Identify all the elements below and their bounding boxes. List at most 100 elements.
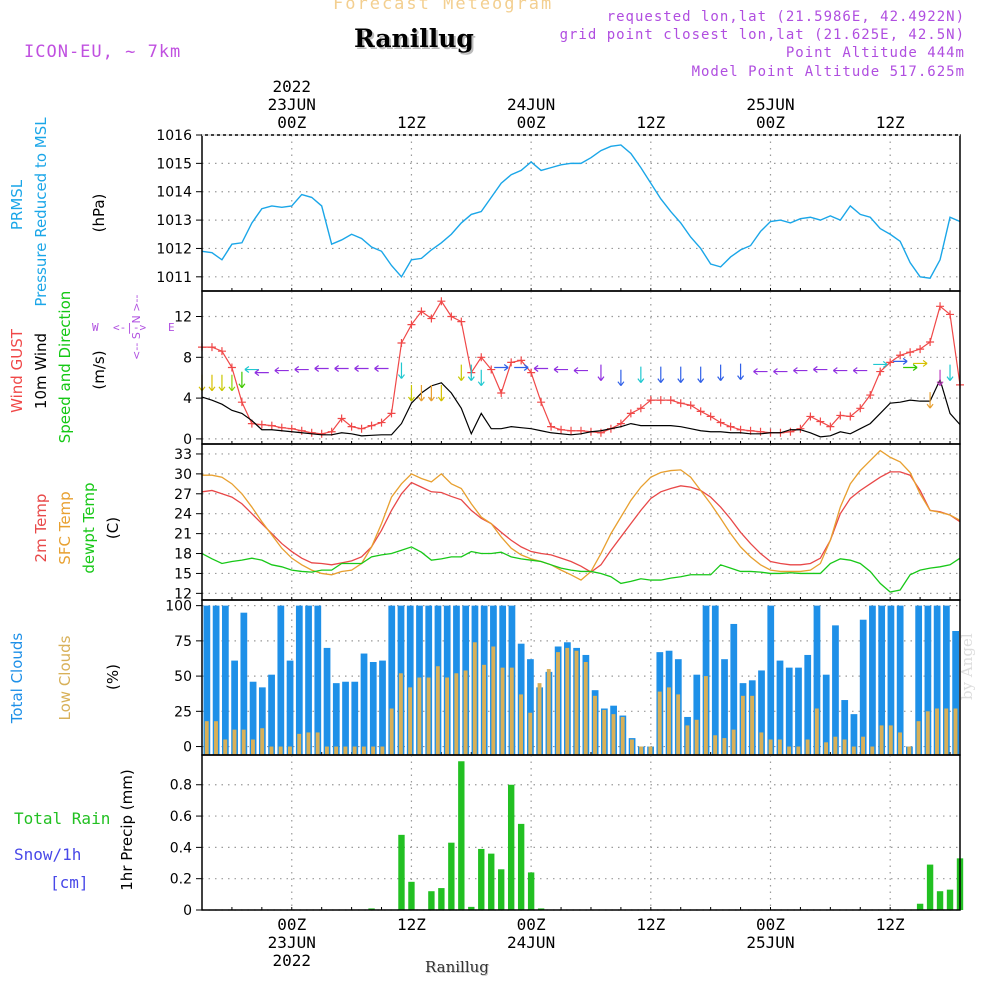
precip-bar	[368, 908, 375, 910]
gust-marker	[477, 353, 486, 362]
gust-marker	[836, 411, 845, 420]
precip-bar	[428, 891, 435, 910]
low-cloud-bar	[232, 729, 237, 755]
dewpoint-axis-label: dewpt Temp	[80, 482, 98, 573]
clouds-unit-label: (%)	[104, 664, 122, 690]
wind-direction-arrow	[852, 367, 868, 375]
low-cloud-bar	[214, 721, 218, 755]
y-tick-label: 24	[174, 507, 192, 523]
time-label-top: 12Z	[397, 113, 426, 132]
gust-marker	[217, 347, 226, 356]
wind-direction-arrow	[946, 364, 954, 381]
low-cloud-bar	[768, 739, 773, 755]
gust-marker	[916, 345, 925, 354]
low-cloud-bar	[787, 746, 792, 755]
total-clouds-axis-label: Total Clouds	[8, 633, 26, 725]
time-label-top: 24JUN	[507, 95, 555, 114]
y-tick-label: 21	[174, 527, 192, 543]
total-cloud-bar	[268, 674, 275, 755]
low-cloud-bar	[713, 735, 718, 755]
total-cloud-bar	[693, 674, 701, 755]
pressure-line	[201, 144, 961, 279]
time-label-bottom: 00Z	[517, 915, 546, 934]
compass-south: <-- S	[130, 332, 143, 360]
wind-direction-arrow	[597, 364, 605, 381]
low-cloud-bar	[583, 662, 588, 755]
y-tick-label: 1015	[156, 156, 192, 172]
gust-marker	[317, 429, 326, 438]
gust-marker	[387, 409, 396, 418]
panel-precip: 0 0.2 0.4 0.6 0.8	[170, 754, 964, 919]
requested-coords: requested lon,lat (21.5986E, 42.4922N)	[606, 9, 965, 25]
low-cloud-bar	[759, 732, 764, 755]
total-cloud-bar	[804, 654, 812, 755]
total-cloud-bar	[850, 714, 858, 755]
low-cloud-bar	[297, 733, 302, 755]
panel-temperature: 12 15 18 21 24 27 30 33	[174, 443, 961, 602]
panel-wind: 0 4 8 12	[174, 290, 964, 448]
gust-marker	[447, 312, 456, 321]
precip-bar	[936, 891, 944, 910]
gust-marker	[926, 338, 935, 346]
low-cloud-bar	[842, 739, 847, 755]
compass-icon: W E <-|->	[92, 321, 175, 334]
low-cloud-bar	[556, 652, 560, 755]
gust-marker	[427, 314, 436, 323]
wind-direction-arrow	[677, 366, 685, 383]
time-label-bottom: 12Z	[876, 915, 905, 934]
gust-marker	[706, 412, 715, 421]
low-cloud-bar	[657, 691, 662, 755]
gust-marker	[487, 365, 496, 374]
gust-marker	[257, 420, 266, 429]
total-cloud-bar	[758, 670, 765, 755]
y-tick-label: 8	[183, 350, 192, 366]
precip-bar	[527, 872, 535, 910]
precip-bar	[398, 834, 405, 910]
wind-direction-arrow	[657, 366, 665, 383]
y-tick-label: 1013	[156, 213, 192, 229]
total-cloud-bar	[221, 605, 229, 755]
wind-direction-arrow	[832, 367, 848, 375]
low-cloud-bar	[565, 647, 570, 755]
gust-marker	[866, 391, 875, 400]
pressure-axis-sublabel: Pressure Reduced to MSL	[32, 117, 50, 307]
precip-bar	[468, 906, 475, 910]
direction-axis-label: Speed and Direction	[56, 291, 74, 444]
total-cloud-bar	[785, 667, 793, 755]
gust-marker	[726, 422, 735, 431]
gust-marker	[207, 343, 216, 352]
y-tick-label: 1011	[156, 270, 192, 286]
y-tick-label: 100	[165, 599, 192, 615]
low-cloud-bar	[472, 642, 477, 755]
low-cloud-bar	[454, 673, 459, 755]
point-altitude: Point Altitude 444m	[785, 45, 965, 61]
wind-direction-arrow	[737, 363, 745, 380]
total-cloud-bar	[933, 605, 941, 755]
gust-marker	[846, 412, 855, 421]
low-cloud-bar	[269, 746, 274, 755]
compass-north: N >--	[130, 295, 143, 324]
gust-marker	[756, 427, 765, 436]
low-cloud-bar	[352, 746, 357, 755]
y-tick-label: 0.4	[170, 840, 192, 856]
total-cloud-bar	[878, 605, 886, 755]
wind-direction-arrow	[637, 366, 645, 383]
gust-marker	[567, 426, 576, 435]
forecast-title: Forecast Meteogram	[333, 0, 554, 14]
wind-direction-arrow	[873, 360, 888, 368]
total-cloud-bar	[887, 605, 895, 755]
low-cloud-bar	[935, 708, 939, 755]
low-cloud-bar	[694, 719, 699, 755]
gust-marker	[946, 310, 955, 319]
precip-bar	[507, 784, 515, 910]
total-cloud-bar	[406, 605, 414, 755]
model-label: ICON-EU, ~ 7km	[24, 42, 182, 62]
wind-direction-arrow	[417, 385, 425, 402]
y-tick-label: 30	[174, 467, 192, 483]
time-label-top: 00Z	[517, 113, 546, 132]
low-cloud-bar	[389, 708, 394, 755]
gust-marker	[557, 425, 566, 434]
y-tick-label: 12	[174, 310, 192, 326]
temp-2m-line	[201, 471, 961, 573]
y-tick-label: 18	[174, 547, 192, 563]
